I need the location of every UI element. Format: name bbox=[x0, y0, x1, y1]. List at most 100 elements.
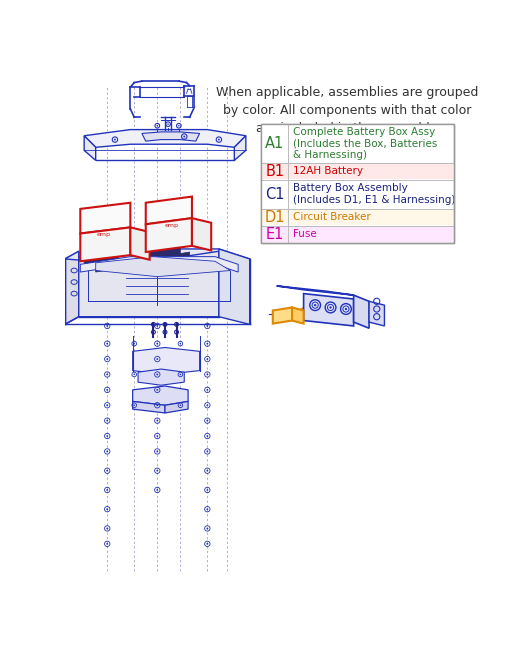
Text: Battery Box Assembly
(Includes D1, E1 & Harnessing): Battery Box Assembly (Includes D1, E1 & … bbox=[293, 183, 455, 205]
Circle shape bbox=[106, 450, 108, 452]
Circle shape bbox=[180, 404, 181, 406]
Circle shape bbox=[207, 450, 208, 452]
Circle shape bbox=[133, 343, 135, 344]
Circle shape bbox=[106, 543, 108, 545]
Bar bbox=[261, 124, 454, 243]
Polygon shape bbox=[84, 257, 119, 269]
Polygon shape bbox=[96, 257, 231, 277]
Circle shape bbox=[106, 358, 108, 360]
Polygon shape bbox=[146, 196, 192, 224]
Circle shape bbox=[106, 343, 108, 344]
Circle shape bbox=[156, 325, 158, 327]
Circle shape bbox=[180, 374, 181, 375]
Polygon shape bbox=[65, 249, 250, 274]
Polygon shape bbox=[150, 248, 180, 260]
Circle shape bbox=[207, 470, 208, 472]
Polygon shape bbox=[277, 286, 354, 295]
Circle shape bbox=[218, 138, 220, 140]
Polygon shape bbox=[133, 386, 188, 405]
Circle shape bbox=[207, 374, 208, 375]
Polygon shape bbox=[273, 307, 292, 324]
Circle shape bbox=[156, 450, 158, 452]
Text: 12AH Battery: 12AH Battery bbox=[293, 166, 363, 176]
Polygon shape bbox=[80, 257, 238, 272]
Circle shape bbox=[178, 125, 180, 127]
Polygon shape bbox=[80, 203, 130, 233]
Circle shape bbox=[156, 489, 158, 491]
Polygon shape bbox=[84, 136, 96, 161]
Text: B1: B1 bbox=[265, 164, 285, 179]
Circle shape bbox=[106, 420, 108, 422]
Circle shape bbox=[133, 374, 135, 375]
Circle shape bbox=[106, 404, 108, 406]
Circle shape bbox=[106, 489, 108, 491]
Bar bbox=[262, 163, 454, 179]
Circle shape bbox=[156, 470, 158, 472]
Polygon shape bbox=[165, 402, 188, 413]
Circle shape bbox=[156, 435, 158, 437]
Circle shape bbox=[106, 470, 108, 472]
Polygon shape bbox=[292, 307, 303, 324]
Bar bbox=[262, 125, 454, 162]
Polygon shape bbox=[138, 369, 184, 385]
Circle shape bbox=[207, 404, 208, 406]
Polygon shape bbox=[219, 249, 250, 324]
Circle shape bbox=[156, 404, 158, 406]
Circle shape bbox=[106, 325, 108, 327]
Bar bbox=[94, 227, 100, 231]
Polygon shape bbox=[65, 252, 79, 324]
Polygon shape bbox=[303, 294, 354, 326]
Circle shape bbox=[167, 124, 169, 125]
Bar bbox=[159, 219, 165, 222]
Text: D1: D1 bbox=[265, 210, 285, 225]
Polygon shape bbox=[146, 218, 192, 252]
Polygon shape bbox=[369, 302, 384, 326]
Circle shape bbox=[133, 404, 135, 406]
Circle shape bbox=[345, 308, 347, 310]
Circle shape bbox=[329, 306, 332, 309]
Bar bbox=[262, 180, 454, 209]
Bar bbox=[262, 226, 454, 242]
Circle shape bbox=[106, 508, 108, 510]
Polygon shape bbox=[234, 136, 246, 161]
Polygon shape bbox=[84, 129, 246, 148]
Circle shape bbox=[207, 389, 208, 391]
Circle shape bbox=[207, 435, 208, 437]
Polygon shape bbox=[96, 261, 127, 272]
Circle shape bbox=[106, 435, 108, 437]
Bar bbox=[261, 124, 454, 243]
Text: Circuit Breaker: Circuit Breaker bbox=[293, 213, 371, 222]
Polygon shape bbox=[133, 348, 200, 374]
Polygon shape bbox=[80, 227, 130, 261]
Polygon shape bbox=[354, 295, 369, 328]
Text: Complete Battery Box Assy
(Includes the Box, Batteries
& Harnessing): Complete Battery Box Assy (Includes the … bbox=[293, 127, 437, 160]
Circle shape bbox=[207, 358, 208, 360]
Text: E1: E1 bbox=[266, 227, 284, 242]
Circle shape bbox=[157, 125, 158, 127]
Circle shape bbox=[314, 304, 316, 306]
Circle shape bbox=[207, 508, 208, 510]
Polygon shape bbox=[130, 227, 150, 260]
Circle shape bbox=[156, 374, 158, 375]
Bar bbox=[262, 209, 454, 226]
Circle shape bbox=[207, 325, 208, 327]
Circle shape bbox=[207, 528, 208, 529]
Bar bbox=[87, 228, 93, 231]
Circle shape bbox=[183, 136, 185, 137]
Text: emp: emp bbox=[164, 224, 178, 228]
Text: When applicable, assemblies are grouped
by color. All components with that color: When applicable, assemblies are grouped … bbox=[216, 86, 478, 135]
Circle shape bbox=[207, 489, 208, 491]
Circle shape bbox=[207, 343, 208, 344]
Circle shape bbox=[156, 358, 158, 360]
Circle shape bbox=[180, 343, 181, 344]
Bar bbox=[151, 220, 157, 223]
Circle shape bbox=[106, 389, 108, 391]
Polygon shape bbox=[192, 218, 211, 250]
Circle shape bbox=[106, 374, 108, 375]
Text: A1: A1 bbox=[265, 136, 285, 151]
Circle shape bbox=[156, 389, 158, 391]
Circle shape bbox=[207, 420, 208, 422]
Circle shape bbox=[156, 343, 158, 344]
Text: emp: emp bbox=[96, 232, 110, 237]
Circle shape bbox=[114, 138, 116, 140]
